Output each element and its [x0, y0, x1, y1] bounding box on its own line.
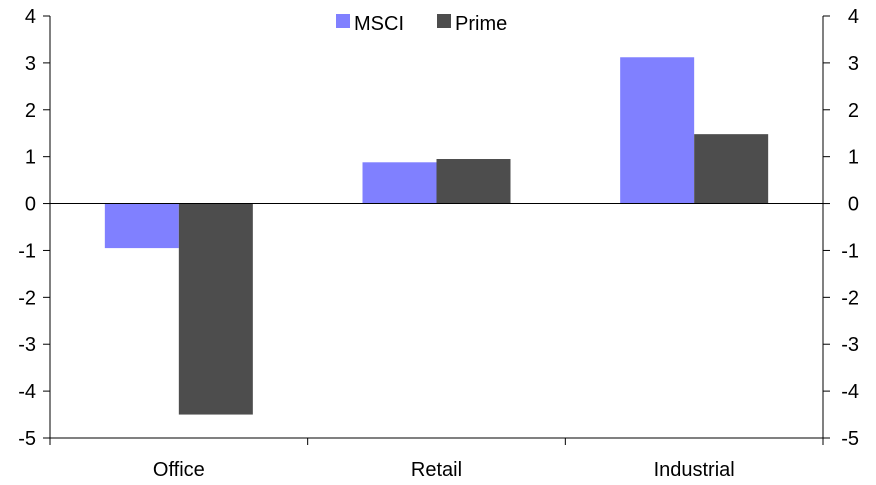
bar-prime-office — [178, 203, 253, 415]
category-labels: Office Retail Industrial — [153, 459, 735, 481]
y-tick-label-right: -5 — [841, 428, 859, 450]
bars — [104, 57, 769, 415]
category-label-office: Office — [153, 459, 205, 481]
y-tick-label-left: 3 — [25, 53, 36, 75]
bar-msci-retail — [362, 162, 437, 204]
legend-swatch-msci — [336, 14, 350, 28]
left-axis-ticks: -5 -4 -3 -2 -1 0 1 2 3 4 — [18, 6, 50, 450]
right-axis-ticks: -5 -4 -3 -2 -1 0 1 2 3 4 — [823, 6, 859, 450]
y-tick-label-left: 2 — [25, 100, 36, 122]
y-tick-label-right: 1 — [848, 147, 859, 169]
legend-label-prime: Prime — [455, 13, 507, 35]
y-tick-label-left: -5 — [18, 428, 36, 450]
y-tick-label-left: 0 — [25, 194, 36, 216]
y-tick-label-right: 2 — [848, 100, 859, 122]
y-tick-label-right: 3 — [848, 53, 859, 75]
bar-msci-office — [104, 203, 179, 249]
axes — [49, 16, 824, 445]
y-tick-label-left: 1 — [25, 147, 36, 169]
y-tick-label-left: -1 — [18, 240, 36, 262]
y-tick-label-right: -1 — [841, 240, 859, 262]
y-tick-label-left: 4 — [25, 6, 36, 28]
category-label-industrial: Industrial — [654, 459, 735, 481]
y-tick-label-left: -4 — [18, 381, 36, 403]
legend-swatch-prime — [437, 14, 451, 28]
category-label-retail: Retail — [411, 459, 462, 481]
y-tick-label-right: 0 — [848, 194, 859, 216]
y-tick-label-right: 4 — [848, 6, 859, 28]
legend: MSCI Prime — [336, 13, 507, 35]
bar-prime-industrial — [694, 134, 769, 204]
legend-label-msci: MSCI — [354, 13, 404, 35]
y-tick-label-left: -3 — [18, 334, 36, 356]
y-tick-label-right: -2 — [841, 287, 859, 309]
y-tick-label-right: -3 — [841, 334, 859, 356]
y-tick-label-right: -4 — [841, 381, 859, 403]
bar-prime-retail — [436, 159, 511, 204]
y-tick-label-left: -2 — [18, 287, 36, 309]
bar-msci-industrial — [620, 57, 695, 204]
